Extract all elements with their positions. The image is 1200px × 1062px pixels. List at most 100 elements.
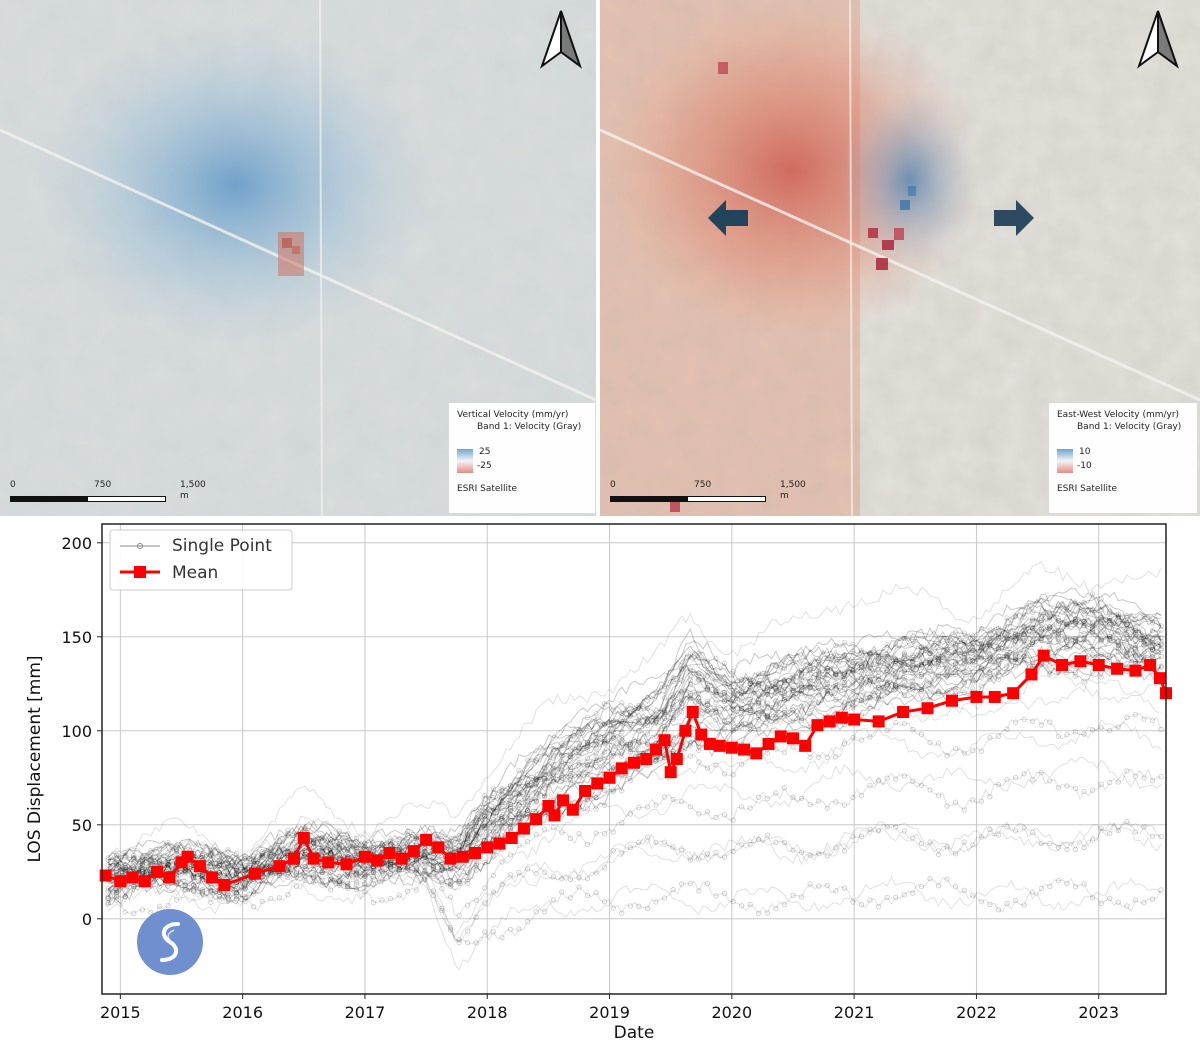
single-point-marker (850, 794, 856, 801)
single-point-marker (679, 799, 685, 805)
logo-icon (137, 909, 203, 975)
single-point-marker (798, 667, 805, 674)
single-point-marker (387, 862, 394, 869)
single-point-marker (105, 895, 111, 901)
single-point-marker (1012, 613, 1019, 619)
single-point-marker (601, 802, 608, 808)
single-point-marker (1038, 635, 1045, 642)
single-point-marker (764, 713, 770, 719)
single-point-marker (524, 808, 531, 814)
mean-marker (218, 878, 231, 891)
single-point-marker (490, 817, 497, 823)
single-point-marker (1081, 678, 1087, 684)
single-point-marker (1055, 646, 1062, 652)
mean-marker (542, 800, 555, 812)
single-point-marker (1132, 645, 1139, 651)
single-point-marker (764, 684, 770, 691)
mean-marker (921, 702, 934, 715)
single-point-marker (542, 764, 548, 771)
single-point-marker (696, 698, 702, 705)
single-point-marker (242, 866, 248, 872)
single-point-marker (978, 675, 984, 681)
single-point-marker (961, 680, 967, 687)
mean-marker (481, 841, 494, 854)
single-point-marker (764, 685, 770, 691)
single-point-marker (824, 665, 830, 672)
single-point-marker (302, 864, 308, 870)
single-point-marker (456, 939, 462, 946)
single-point-marker (1115, 611, 1122, 618)
single-point-marker (405, 868, 411, 874)
x-tick-label: 2022 (956, 1003, 997, 1022)
single-point-marker (1072, 729, 1079, 735)
single-point-marker (730, 717, 736, 723)
single-point-marker (285, 863, 291, 869)
legend-title: Vertical Velocity (mm/yr) (457, 410, 569, 420)
single-point-marker (1055, 634, 1062, 640)
single-point-marker (704, 702, 711, 709)
single-point-marker (747, 710, 753, 716)
mean-marker (670, 753, 683, 765)
single-point-marker (567, 777, 574, 784)
single-point-marker (730, 817, 736, 823)
single-point-marker (978, 646, 984, 652)
single-point-marker (961, 654, 967, 661)
single-point-marker (1124, 648, 1130, 654)
single-point-marker (764, 703, 770, 710)
single-point-marker (173, 897, 180, 903)
single-point-marker (721, 812, 728, 818)
single-point-marker (644, 905, 651, 912)
single-point-marker (850, 899, 856, 905)
single-point-marker (1081, 881, 1087, 887)
single-point-marker (756, 716, 762, 723)
single-point-marker (696, 811, 702, 817)
single-point-marker (328, 887, 334, 893)
single-point-marker (567, 773, 574, 779)
single-point-marker (473, 818, 479, 824)
single-point-marker (1089, 626, 1096, 632)
single-point-marker (199, 872, 206, 878)
single-point-marker (550, 824, 556, 830)
single-point-marker (1132, 616, 1139, 623)
single-point-marker (816, 685, 822, 691)
single-point-marker (747, 696, 753, 703)
single-point-marker (781, 689, 788, 695)
single-point-marker (952, 664, 959, 670)
single-point-marker (336, 878, 342, 884)
vertical-velocity-map[interactable]: 0 750 1,500 m Vertical Velocity (mm/yr) … (0, 0, 596, 516)
single-point-marker (807, 676, 813, 682)
single-point-marker (773, 681, 779, 688)
single-point-marker (148, 861, 154, 868)
single-point-marker (1021, 628, 1027, 634)
single-point-marker (824, 688, 830, 695)
mean-marker (725, 741, 738, 754)
single-point-marker (285, 830, 291, 837)
single-point-marker (114, 862, 120, 869)
single-point-marker (173, 880, 180, 887)
scale-label-0: 0 (10, 480, 16, 490)
single-point-trace (107, 607, 1162, 879)
single-point-marker (935, 740, 942, 746)
single-point-marker (319, 882, 325, 888)
single-point-marker (353, 870, 360, 876)
single-point-marker (542, 782, 548, 789)
single-point-marker (679, 688, 685, 695)
single-point-trace (108, 618, 1162, 892)
east-west-velocity-map[interactable]: 0 750 1,500 m East-West Velocity (mm/yr)… (600, 0, 1200, 516)
single-point-marker (756, 681, 762, 687)
north-arrow-icon (1137, 10, 1179, 69)
single-point-marker (1004, 647, 1010, 653)
single-point-marker (944, 638, 950, 644)
single-point-marker (1098, 637, 1104, 643)
single-point-marker (422, 846, 428, 852)
single-point-marker (259, 854, 265, 860)
single-point-marker (918, 653, 925, 659)
single-point-marker (430, 867, 437, 873)
single-point-marker (601, 787, 608, 793)
single-point-marker (798, 671, 805, 677)
single-point-marker (1030, 609, 1036, 615)
single-point-marker (738, 903, 745, 909)
single-point-marker (1149, 717, 1156, 724)
single-point-marker (328, 847, 334, 853)
single-point-marker (139, 866, 146, 873)
